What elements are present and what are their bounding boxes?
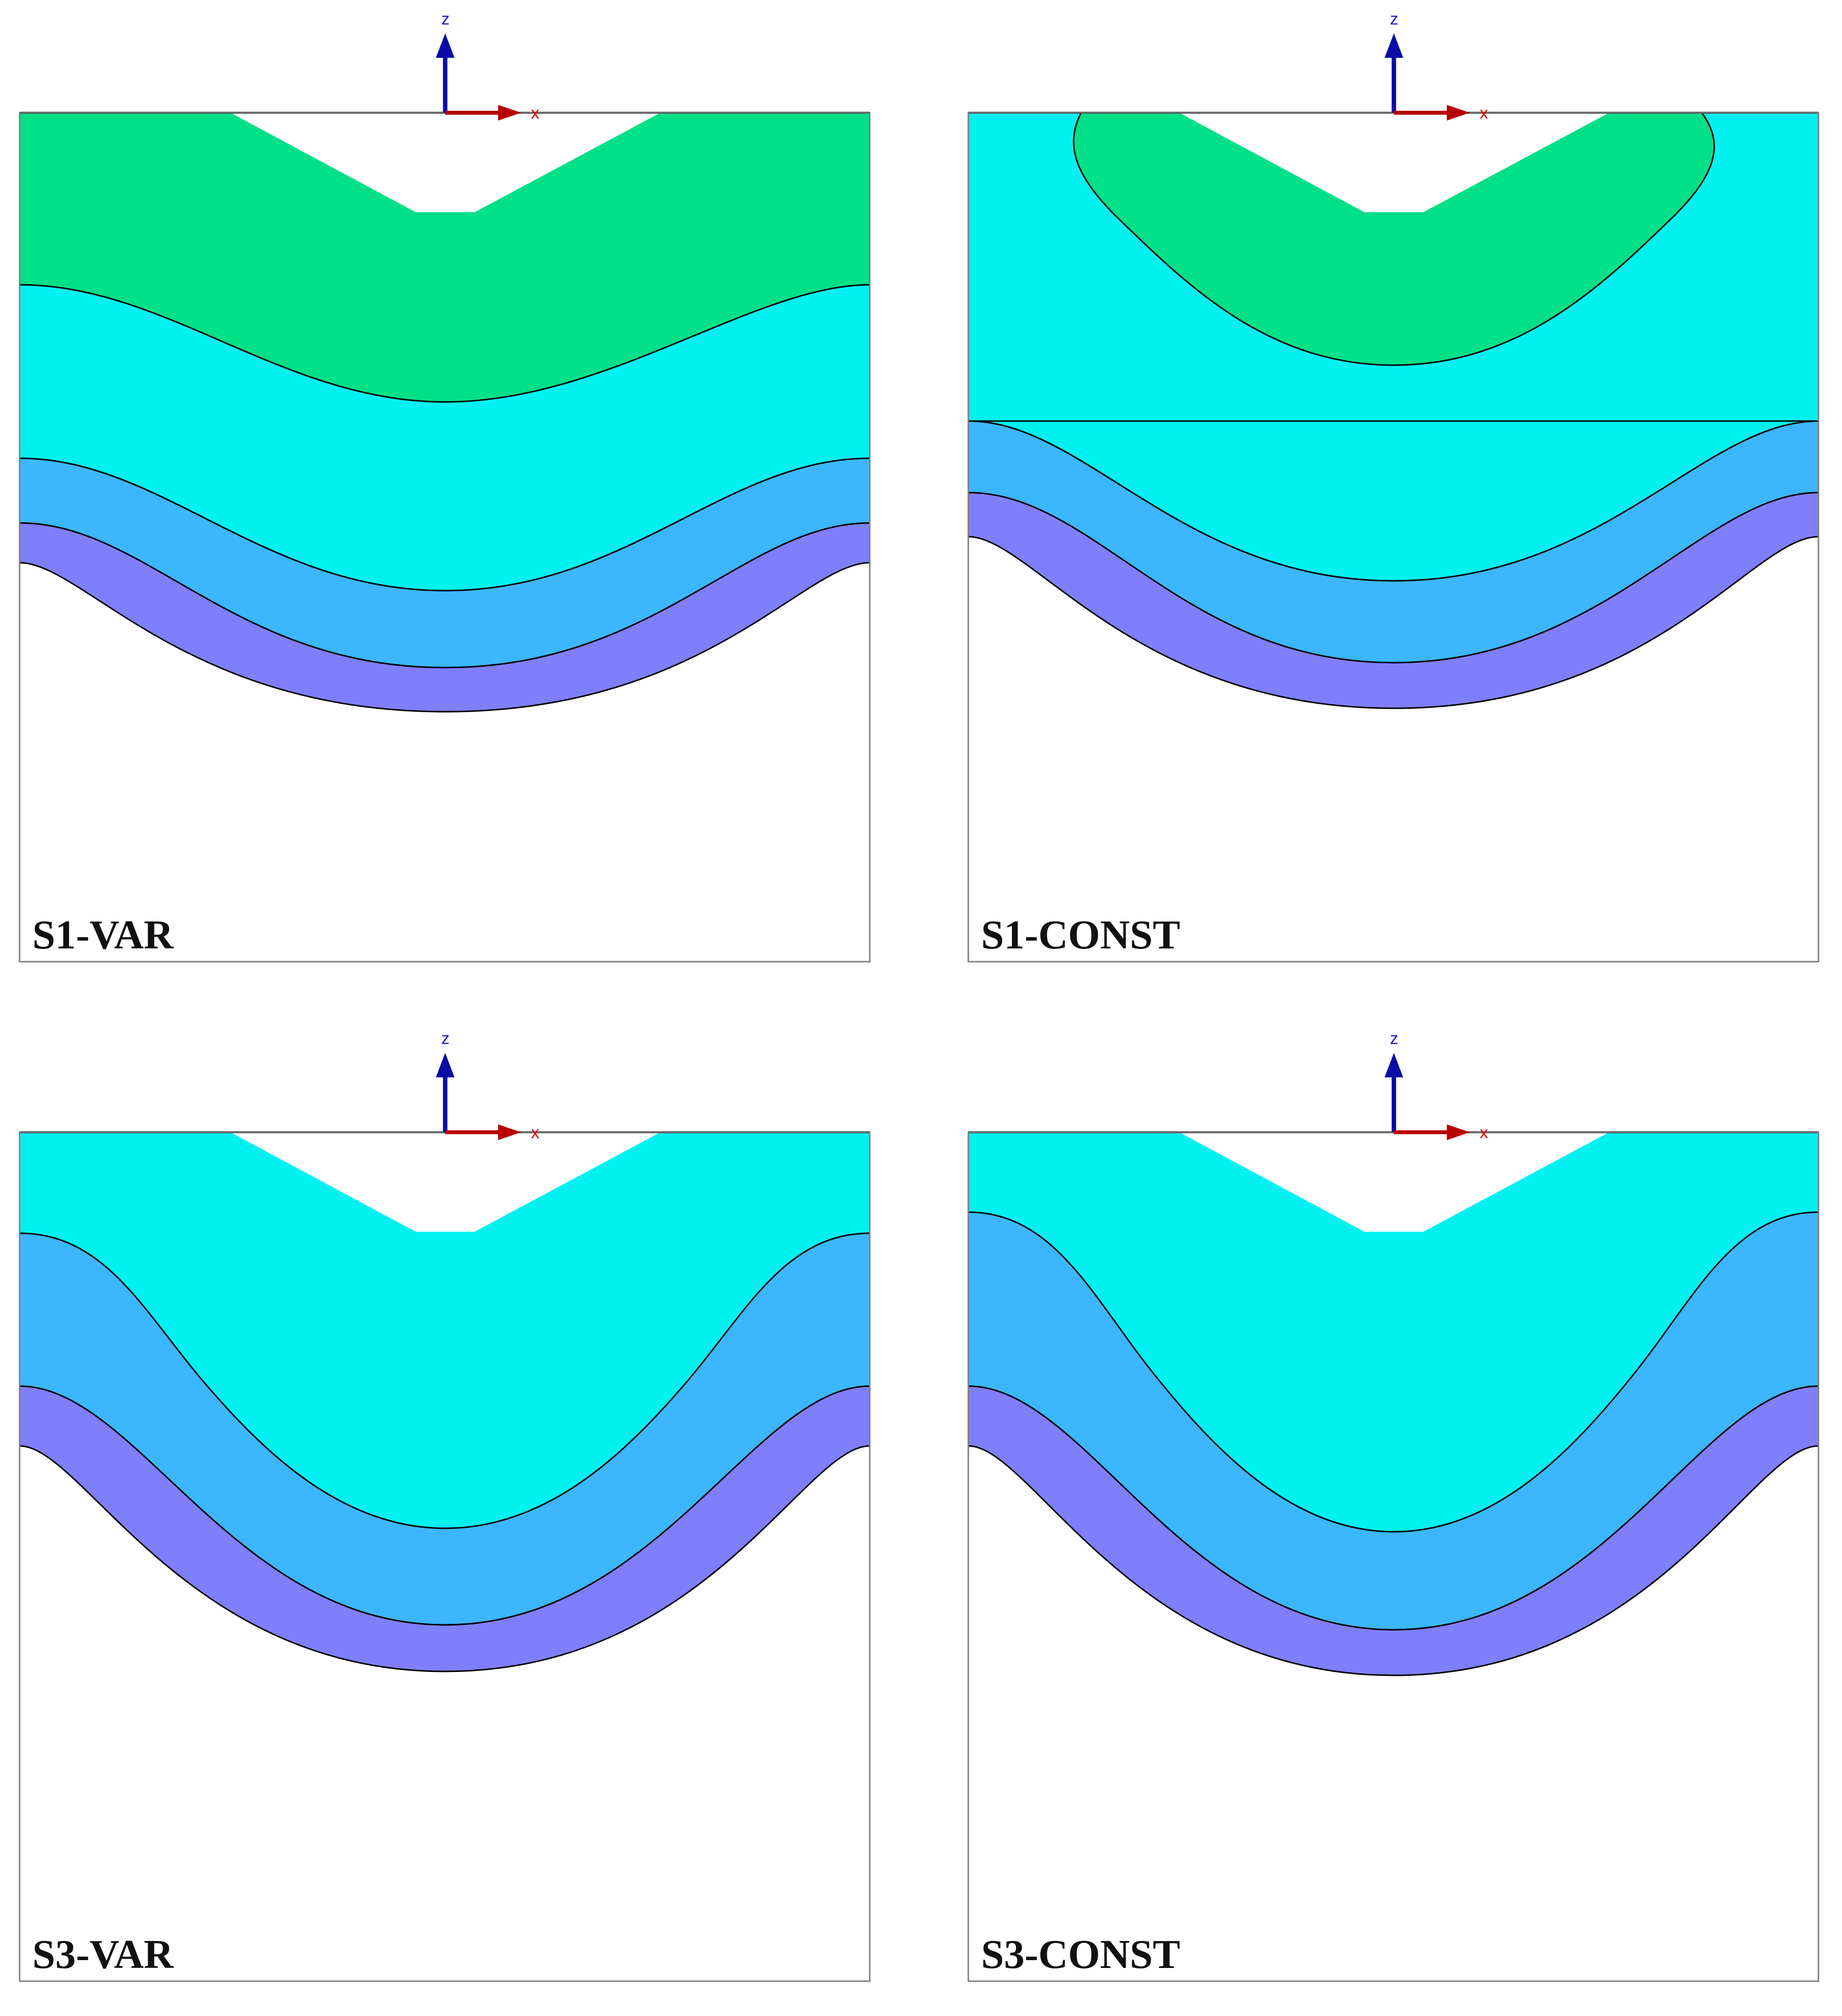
axis-triad: z x xyxy=(1385,10,1488,123)
x-axis-label: x xyxy=(1480,104,1488,123)
x-axis-label: x xyxy=(531,1123,539,1142)
z-axis-arrow-head xyxy=(1385,33,1403,58)
v-notch xyxy=(1179,113,1609,212)
axis-triad: z x xyxy=(436,1029,539,1142)
band-green xyxy=(20,113,870,402)
panel-label: S3-CONST xyxy=(981,1932,1180,1977)
z-axis-label: z xyxy=(1390,10,1398,28)
z-axis-label: z xyxy=(441,10,450,28)
axis-triad: z x xyxy=(1385,1029,1488,1142)
z-axis-arrow-head xyxy=(1385,1053,1403,1077)
panel-s1-var: S1-VAR z x xyxy=(19,10,871,963)
v-notch xyxy=(230,113,660,212)
v-notch xyxy=(230,1132,660,1232)
x-axis-arrow-head xyxy=(1447,105,1470,121)
z-axis-label: z xyxy=(1390,1029,1398,1048)
x-axis-arrow-head xyxy=(1447,1124,1470,1140)
panel-label: S1-CONST xyxy=(981,912,1180,958)
z-axis-arrow-head xyxy=(436,33,454,58)
v-notch xyxy=(1179,1132,1609,1232)
panel-s3-const: S3-CONST z x xyxy=(967,1029,1819,1982)
axis-triad: z x xyxy=(436,10,539,123)
x-axis-label: x xyxy=(1480,1123,1488,1142)
z-axis-arrow-head xyxy=(436,1053,454,1077)
x-axis-label: x xyxy=(531,104,539,123)
panel-s1-const: S1-CONST z x xyxy=(967,10,1819,963)
panel-label: S1-VAR xyxy=(32,912,174,958)
band-cyan xyxy=(20,1132,870,1528)
band-cyan xyxy=(968,1132,1818,1532)
x-axis-arrow-head xyxy=(498,105,521,121)
z-axis-label: z xyxy=(441,1029,450,1048)
panel-s3-var: S3-VAR z x xyxy=(19,1029,871,1982)
x-axis-arrow-head xyxy=(498,1124,521,1140)
panel-label: S3-VAR xyxy=(32,1932,174,1977)
green-blob xyxy=(1073,112,1715,366)
